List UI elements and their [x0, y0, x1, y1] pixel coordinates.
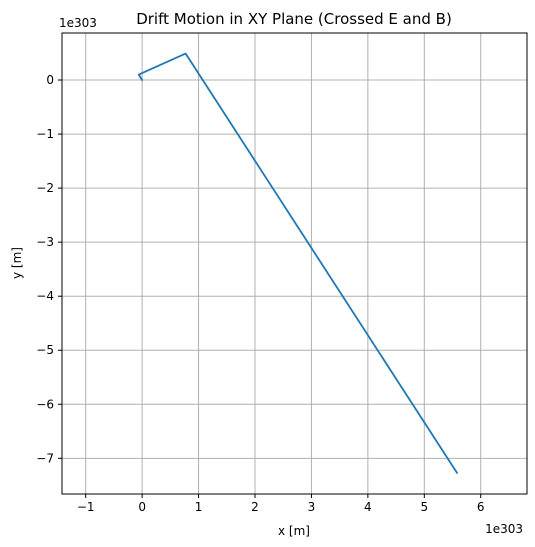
y-tick-label: −6 [36, 397, 54, 411]
grid [62, 33, 527, 494]
x-tick-label: 2 [251, 500, 259, 514]
y-offset-label: 1e303 [59, 16, 97, 30]
x-tick-label: 4 [364, 500, 372, 514]
y-tick-label: 0 [46, 73, 54, 87]
y-tick-label: −5 [36, 343, 54, 357]
x-tick-label: −1 [77, 500, 95, 514]
y-tick-label: −2 [36, 181, 54, 195]
series-layer [137, 52, 458, 474]
x-tick-label: 6 [477, 500, 485, 514]
series-line-trajectory [137, 52, 458, 474]
x-offset-label: 1e303 [485, 522, 523, 536]
plot-frame [61, 32, 528, 495]
y-tick-label: −1 [36, 127, 54, 141]
y-tick-label: −4 [36, 289, 54, 303]
x-axis-label: x [m] [278, 524, 310, 538]
ticks: −1 0 1 2 3 4 5 6 0 −1 −2 −3 −4 −5 −6 −7 [36, 73, 484, 514]
y-axis-label: y [m] [10, 247, 24, 279]
chart-title: Drift Motion in XY Plane (Crossed E and … [136, 10, 452, 28]
x-tick-label: 0 [138, 500, 146, 514]
x-tick-label: 3 [308, 500, 316, 514]
y-tick-label: −3 [36, 235, 54, 249]
x-tick-label: 1 [195, 500, 203, 514]
y-tick-label: −7 [36, 451, 54, 465]
x-tick-label: 5 [420, 500, 428, 514]
